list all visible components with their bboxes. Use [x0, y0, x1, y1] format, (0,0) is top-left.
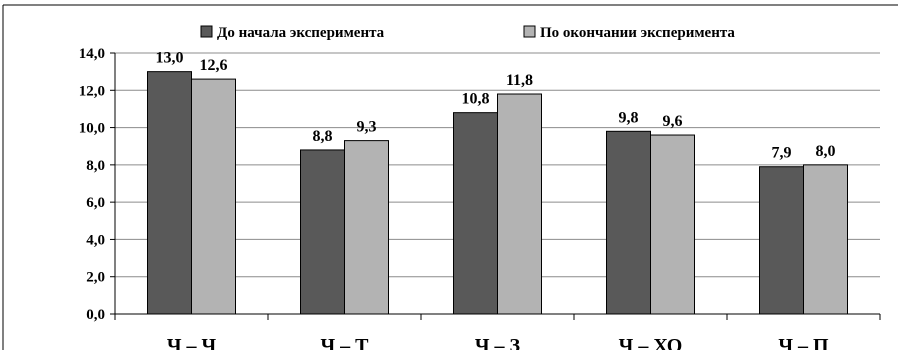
bar-before — [300, 149, 345, 315]
data-label: 7,9 — [772, 145, 792, 162]
bar-before — [147, 71, 192, 315]
data-label: 9,6 — [663, 113, 683, 130]
data-label: 9,8 — [619, 109, 639, 126]
x-category-label: Ч – П — [778, 335, 829, 350]
x-category-label: Ч – Ч — [167, 335, 217, 350]
y-tick-label: 8,0 — [86, 158, 105, 174]
bar-after — [344, 140, 389, 315]
y-tick-label: 4,0 — [86, 232, 105, 248]
bar-after — [191, 78, 236, 315]
legend-swatch — [523, 25, 536, 38]
legend-swatch — [200, 25, 213, 38]
legend-label: По окончании эксперимента — [540, 25, 735, 41]
y-tick-label: 12,0 — [79, 83, 105, 99]
bar-after — [803, 164, 848, 315]
x-category-label: Ч – З — [475, 335, 521, 350]
bar-before — [606, 130, 651, 315]
y-tick-label: 14,0 — [79, 46, 105, 62]
data-label: 8,0 — [816, 143, 836, 160]
y-tick-label: 0,0 — [86, 307, 105, 323]
bar-before — [453, 112, 498, 315]
data-label: 10,8 — [462, 91, 490, 108]
data-label: 12,6 — [200, 57, 228, 74]
legend-label: До начала эксперимента — [217, 25, 385, 41]
bar-before — [759, 166, 804, 315]
y-tick-label: 10,0 — [79, 121, 105, 137]
x-category-label: Ч – Т — [320, 335, 369, 350]
data-label: 13,0 — [156, 50, 184, 67]
data-label: 11,8 — [506, 72, 533, 89]
y-tick-label: 2,0 — [86, 270, 105, 286]
data-label: 8,8 — [313, 128, 333, 145]
data-label: 9,3 — [357, 119, 377, 136]
bar-after — [497, 93, 542, 315]
bar-after — [650, 134, 695, 315]
x-category-label: Ч – ХО — [619, 335, 683, 350]
y-tick-label: 6,0 — [86, 195, 105, 211]
